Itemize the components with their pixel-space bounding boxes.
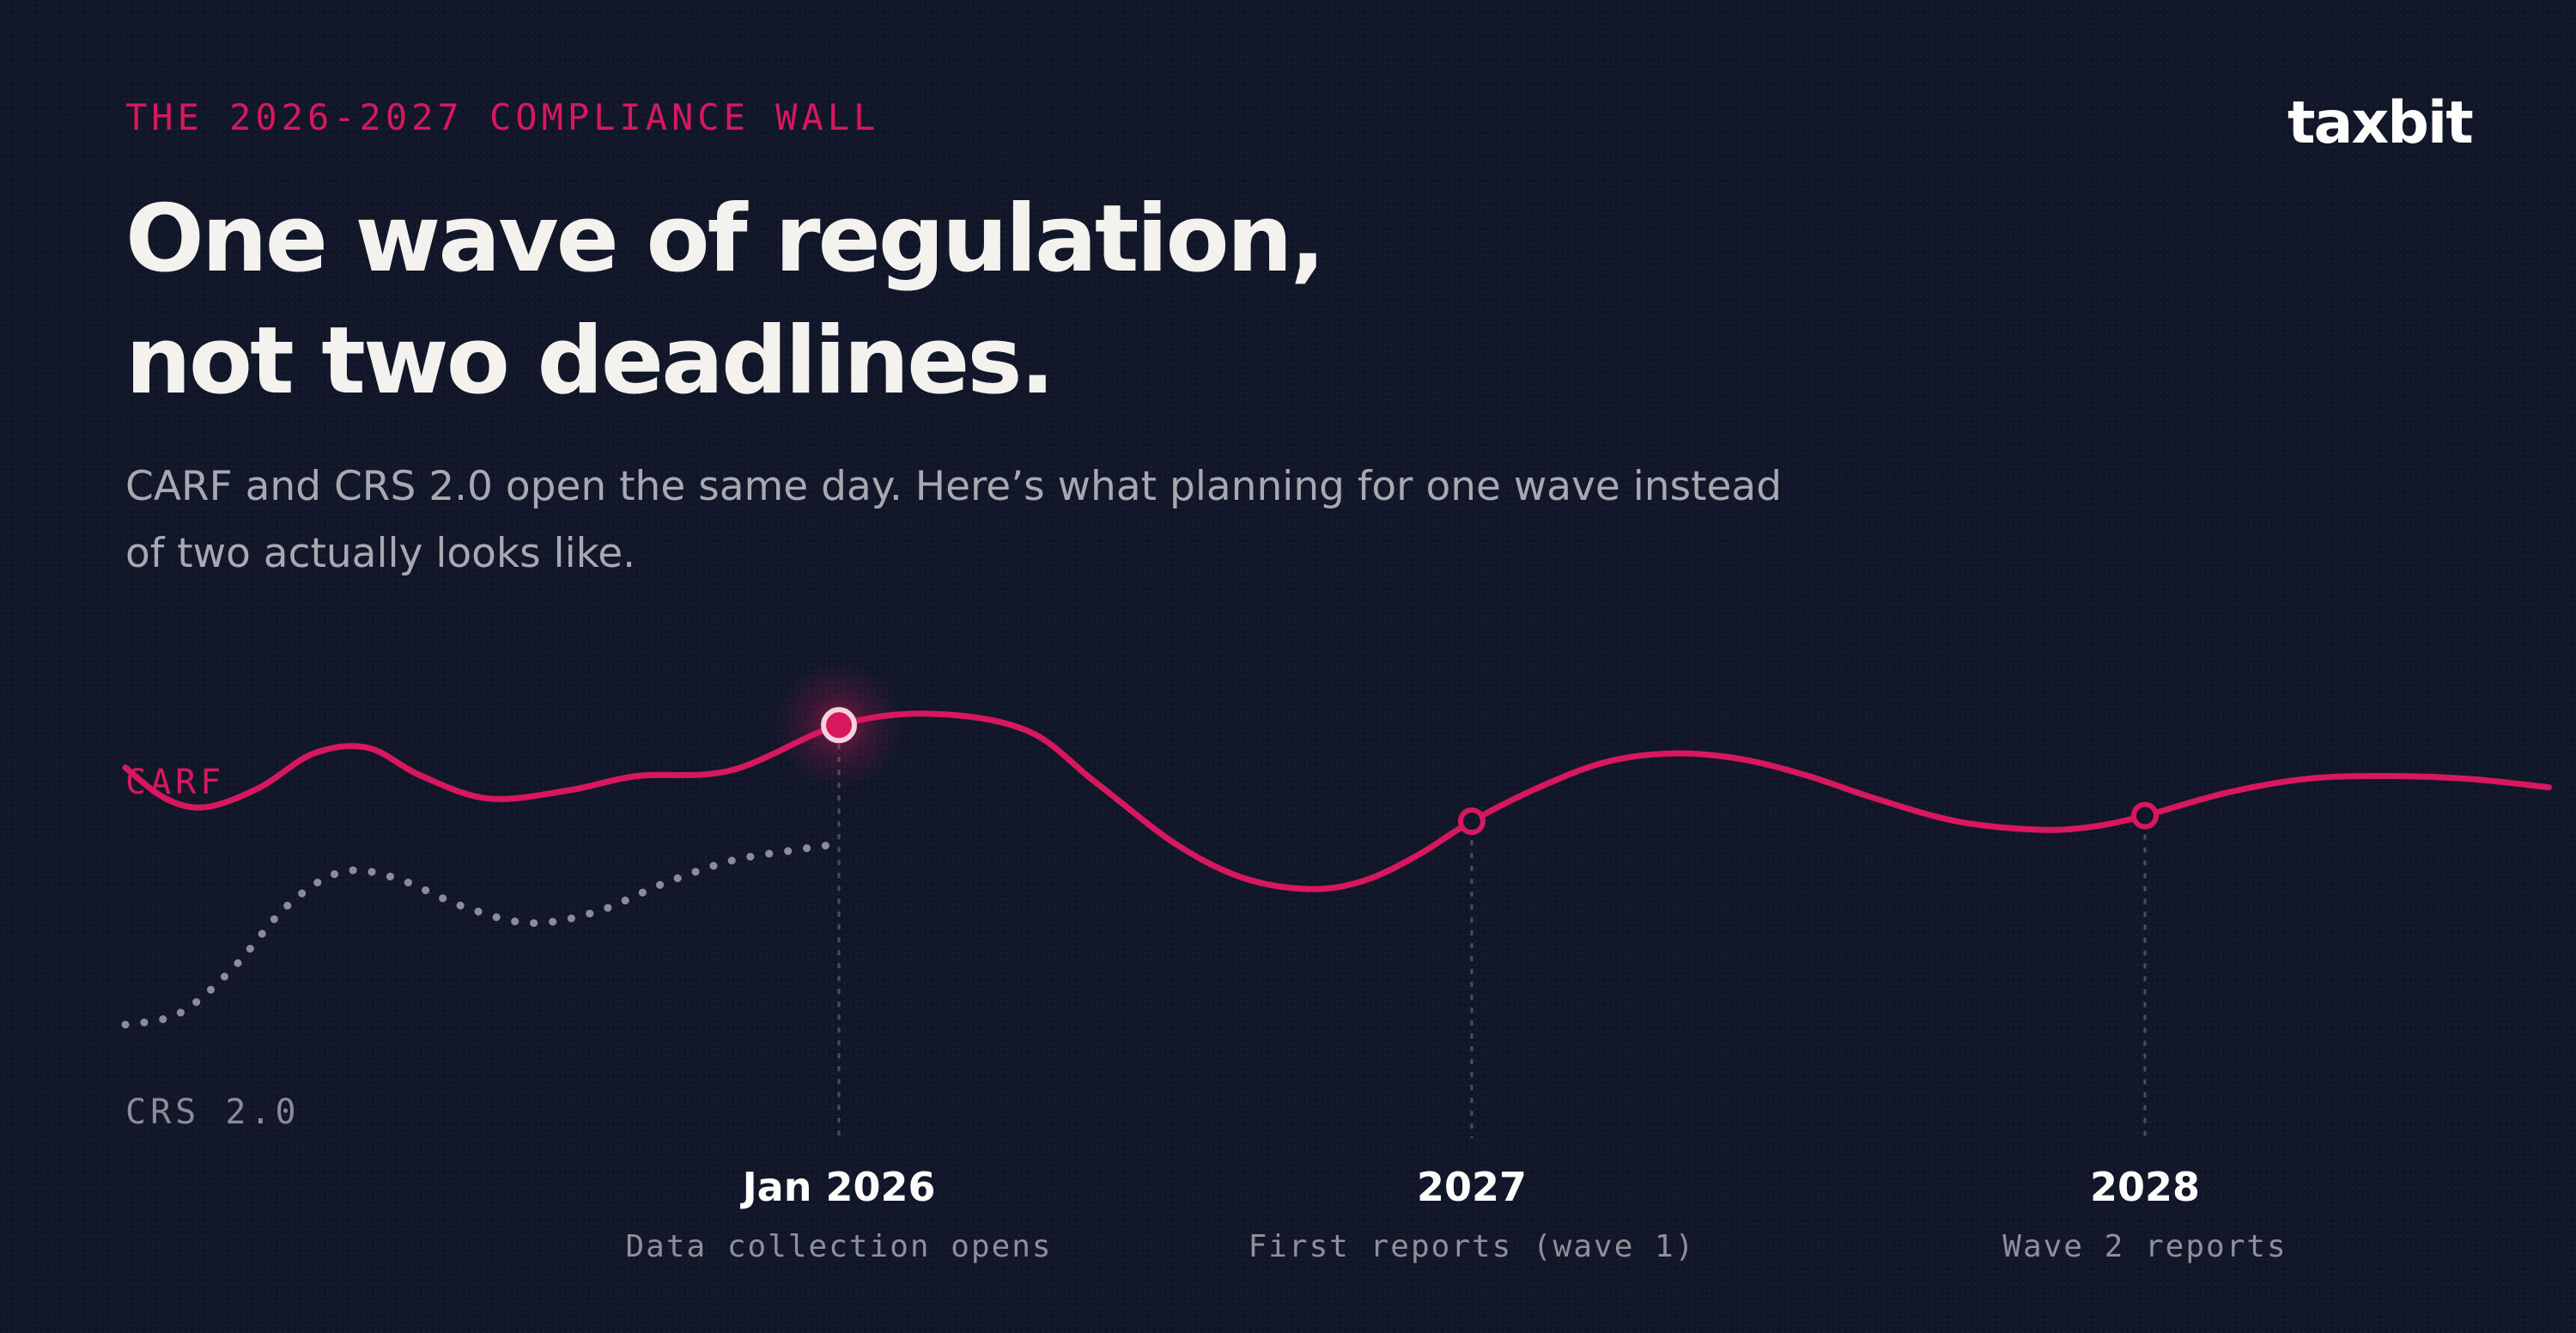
headline-line-1: One wave of regulation,: [125, 186, 1326, 293]
milestone-marker-1: [1458, 807, 1485, 836]
milestone-caption-0: Data collection opens: [625, 1229, 1052, 1264]
series-line-crs: [121, 840, 843, 1029]
milestone-label-2: 2028: [2090, 1164, 2200, 1210]
milestone-label-1: 2027: [1417, 1164, 1527, 1210]
series-line-carf: [122, 710, 2552, 892]
taxbit-logo: taxbit: [2287, 89, 2474, 157]
headline: One wave of regulation, not two deadline…: [125, 179, 1326, 423]
milestone-caption-2: Wave 2 reports: [2002, 1229, 2287, 1264]
subhead: CARF and CRS 2.0 open the same day. Here…: [125, 463, 1783, 577]
eyebrow: THE 2026-2027 COMPLIANCE WALL: [125, 96, 880, 138]
milestone-caption-1: First reports (wave 1): [1249, 1229, 1696, 1264]
series-label-crs: CRS 2.0: [125, 1093, 301, 1132]
milestone-marker-0: [821, 707, 858, 744]
milestone-marker-2: [2131, 801, 2159, 830]
milestone-label-0: Jan 2026: [740, 1164, 936, 1210]
headline-line-2: not two deadlines.: [125, 307, 1055, 415]
